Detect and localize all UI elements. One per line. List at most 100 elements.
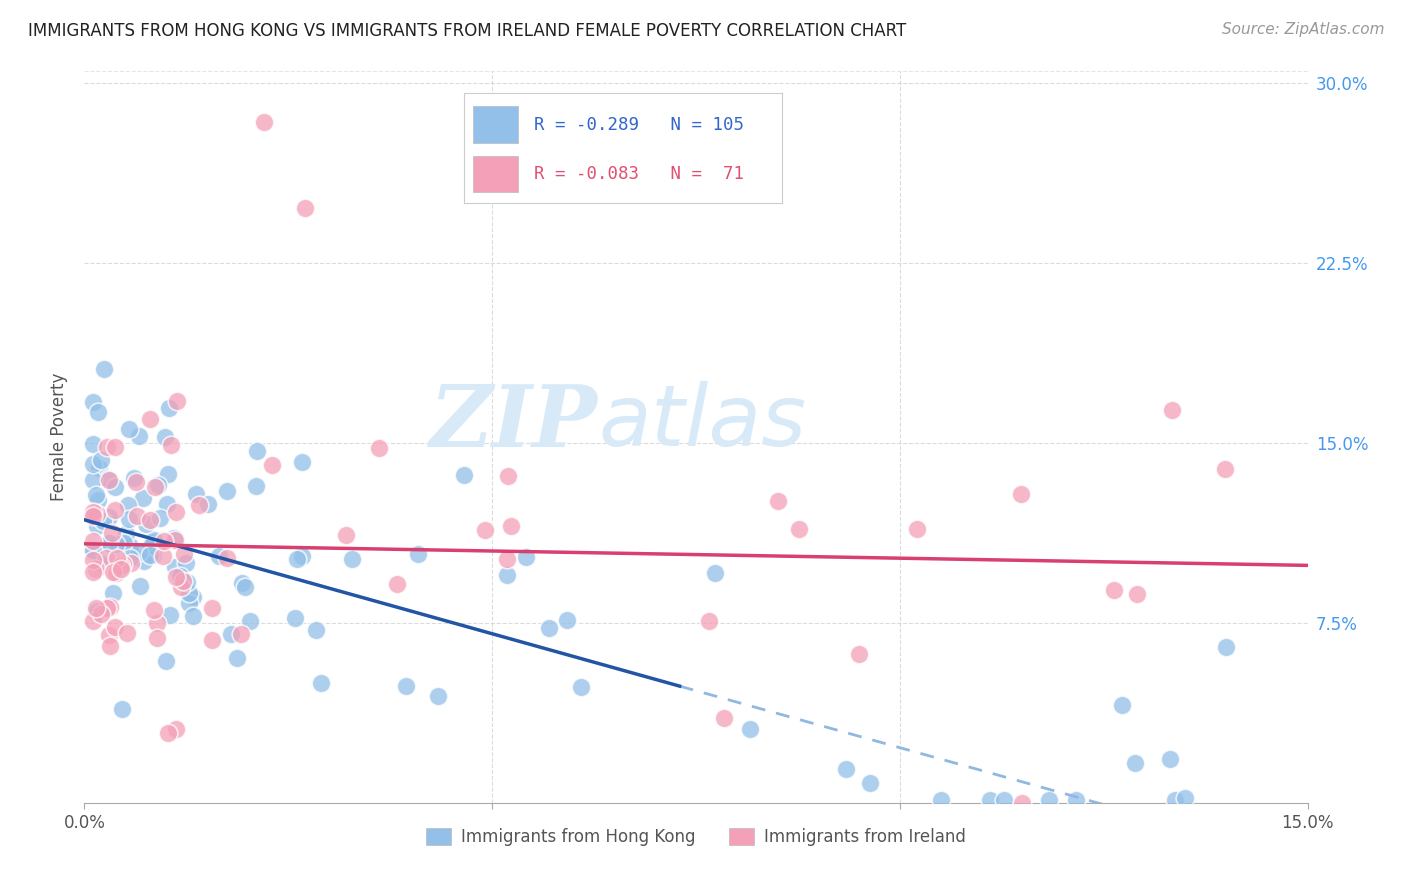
Point [1215, 461, 1237, 475]
Point [91, 514, 114, 528]
Point [105, 550, 128, 565]
Point [179, 586, 201, 600]
Point [98, 510, 121, 524]
Point [82, 553, 104, 567]
Point [172, 574, 194, 588]
Point [86, 562, 108, 576]
Point [82, 565, 104, 579]
Point [169, 568, 191, 582]
Point [309, 676, 332, 690]
Point [285, 551, 308, 566]
Point [181, 591, 204, 605]
Point [118, 511, 141, 525]
Point [104, 502, 127, 516]
Point [229, 626, 252, 640]
Point [246, 443, 269, 458]
Y-axis label: Female Poverty: Female Poverty [51, 373, 69, 501]
Point [231, 575, 253, 590]
Point [291, 549, 314, 563]
Point [1215, 640, 1237, 654]
Point [117, 545, 139, 559]
Point [96, 440, 118, 454]
Point [704, 566, 727, 581]
Point [96, 471, 118, 485]
Point [217, 483, 239, 498]
Point [305, 623, 328, 637]
Point [82, 542, 104, 557]
Point [538, 621, 561, 635]
Text: IMMIGRANTS FROM HONG KONG VS IMMIGRANTS FROM IRELAND FEMALE POVERTY CORRELATION : IMMIGRANTS FROM HONG KONG VS IMMIGRANTS … [28, 22, 907, 40]
Text: Source: ZipAtlas.com: Source: ZipAtlas.com [1222, 22, 1385, 37]
Point [128, 428, 150, 442]
Point [118, 539, 141, 553]
Point [848, 647, 870, 661]
Point [104, 440, 127, 454]
Point [335, 528, 357, 542]
Point [112, 557, 135, 571]
Point [135, 517, 157, 532]
Text: ZIP: ZIP [430, 381, 598, 464]
Point [153, 533, 176, 548]
Point [179, 596, 201, 610]
Point [245, 479, 267, 493]
Point [284, 611, 307, 625]
Point [141, 539, 163, 553]
Point [1159, 752, 1181, 766]
Point [496, 567, 519, 582]
Point [110, 562, 132, 576]
Point [96, 601, 118, 615]
Point [86, 507, 108, 521]
Point [86, 488, 108, 502]
Point [142, 534, 165, 549]
Point [145, 480, 167, 494]
Point [766, 493, 789, 508]
Point [499, 518, 522, 533]
Point [94, 551, 117, 566]
Point [1123, 756, 1146, 771]
Point [233, 580, 256, 594]
Point [120, 556, 142, 570]
Point [713, 711, 735, 725]
Point [156, 726, 179, 740]
Point [132, 491, 155, 505]
Point [905, 522, 928, 536]
Point [993, 793, 1015, 807]
Point [1064, 793, 1087, 807]
Point [165, 533, 187, 547]
Point [89, 460, 111, 475]
Point [155, 654, 177, 668]
Point [515, 549, 537, 564]
Point [291, 455, 314, 469]
Point [395, 680, 418, 694]
Point [555, 613, 578, 627]
Point [176, 556, 198, 570]
Point [159, 438, 181, 452]
Point [406, 547, 429, 561]
Point [117, 498, 139, 512]
Point [114, 551, 136, 566]
Point [104, 536, 127, 550]
Point [84, 506, 107, 520]
Point [157, 467, 180, 481]
Point [146, 631, 169, 645]
Point [226, 650, 249, 665]
Point [159, 608, 181, 623]
Point [496, 552, 519, 566]
Point [294, 201, 316, 215]
Point [740, 722, 762, 736]
Point [156, 498, 179, 512]
Point [120, 550, 142, 565]
Point [163, 531, 186, 545]
Point [128, 545, 150, 559]
Point [153, 429, 176, 443]
Point [86, 493, 108, 508]
Point [146, 477, 169, 491]
Point [166, 393, 188, 408]
Point [98, 536, 121, 550]
Point [114, 536, 136, 550]
Point [146, 615, 169, 630]
Point [98, 535, 121, 549]
Point [426, 689, 449, 703]
Point [93, 361, 115, 376]
Point [139, 513, 162, 527]
